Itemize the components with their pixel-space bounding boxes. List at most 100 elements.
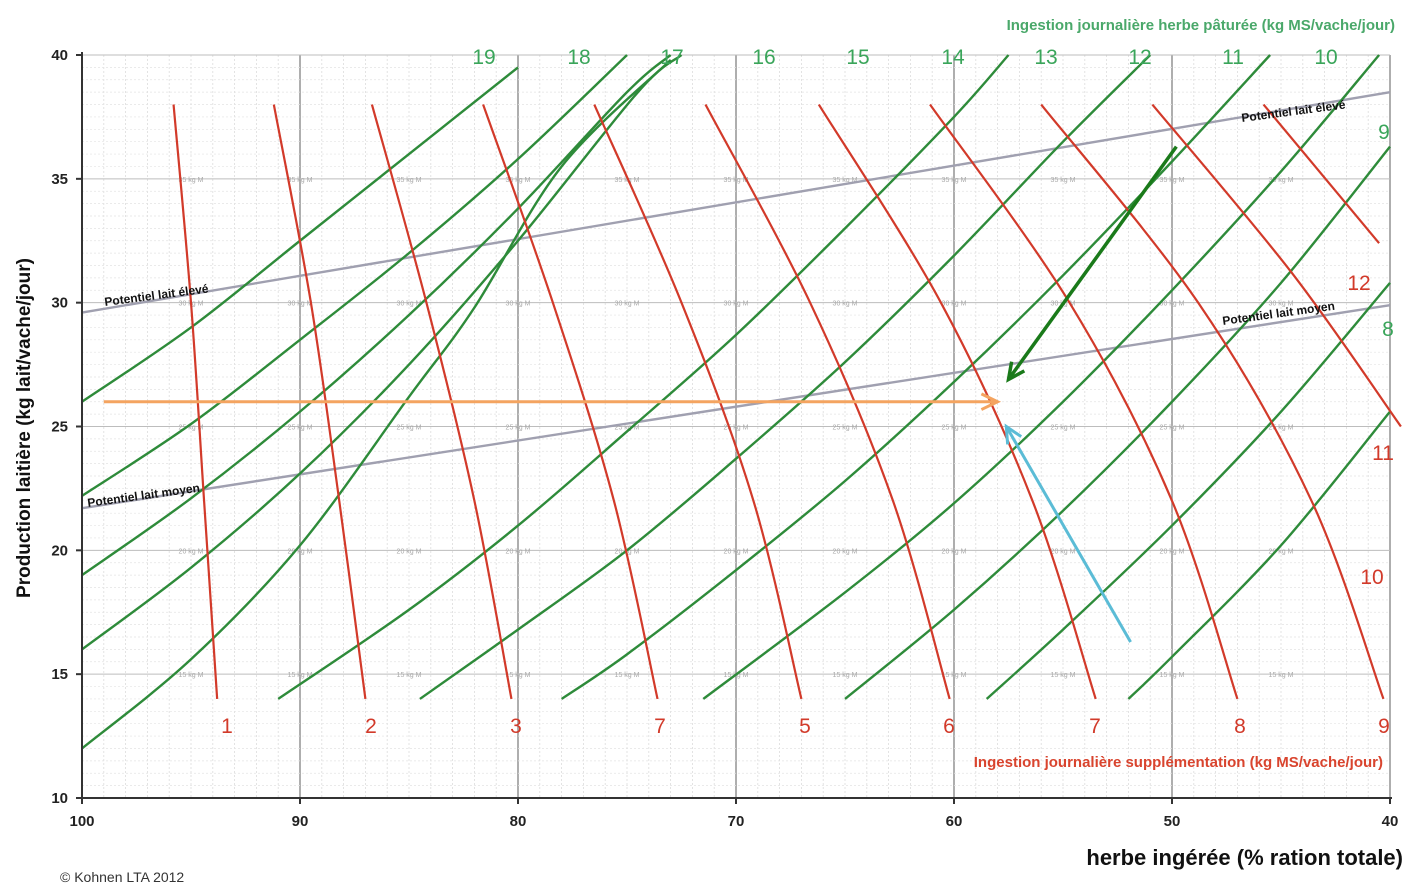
faint-grid-label: 35 kg M	[615, 177, 640, 184]
supplement-curve-label: 7	[1089, 715, 1101, 738]
supplement-curve-label: 2	[365, 715, 377, 738]
faint-grid-label: 25 kg M	[1269, 425, 1294, 432]
grass-curve-11	[702, 54, 1381, 700]
grass-curve-label: 12	[1128, 46, 1151, 69]
faint-grid-label: 35 kg M	[1051, 177, 1076, 184]
bottom-title: Ingestion journalière supplémentation (k…	[974, 754, 1383, 771]
faint-grid-label: 20 kg M	[942, 548, 967, 555]
grass-curve-19	[81, 59, 672, 750]
grass-curve-16	[81, 54, 628, 497]
faint-grid-label: 25 kg M	[397, 425, 422, 432]
faint-grid-label: 30 kg M	[397, 301, 422, 308]
x-tick-label: 40	[1382, 813, 1399, 830]
faint-grid-label: 30 kg M	[942, 301, 967, 308]
faint-grid-label: 15 kg M	[942, 672, 967, 679]
faint-grid-label: 20 kg M	[506, 548, 531, 555]
grass-curve-label: 10	[1314, 46, 1337, 69]
faint-grid-label: 25 kg M	[615, 425, 640, 432]
grass-curve-label: 8	[1382, 318, 1394, 341]
faint-grid-label: 20 kg M	[724, 548, 749, 555]
grass-curve-label: 9	[1378, 121, 1390, 144]
faint-grid-label: 35 kg M	[288, 177, 313, 184]
y-tick-label: 15	[51, 666, 68, 683]
faint-grid-label: 15 kg M	[833, 672, 858, 679]
grass-curve-label: 11	[1222, 46, 1244, 69]
grass-curve-9	[985, 282, 1391, 700]
supplement-curve-label: 12	[1347, 272, 1370, 295]
blue-arrow-shaft	[1005, 425, 1132, 643]
faint-grid-label: 30 kg M	[1160, 301, 1185, 308]
faint-grid-label: 25 kg M	[942, 425, 967, 432]
faint-grid-label: 25 kg M	[724, 425, 749, 432]
faint-grid-label: 30 kg M	[833, 301, 858, 308]
grass-curve-label: 15	[846, 46, 869, 69]
faint-grid-label: 25 kg M	[1160, 425, 1185, 432]
faint-grid-label: 15 kg M	[1051, 672, 1076, 679]
faint-grid-label: 15 kg M	[615, 672, 640, 679]
faint-grid-label: 35 kg M	[179, 177, 204, 184]
faint-grid-label: 25 kg M	[833, 425, 858, 432]
faint-grid-label: 15 kg M	[506, 672, 531, 679]
grass-curve-13	[419, 54, 1152, 700]
faint-grid-label: 30 kg M	[506, 301, 531, 308]
supplement-curve-9	[1040, 103, 1385, 700]
x-tick-label: 90	[292, 813, 309, 830]
faint-grid-label: 20 kg M	[1160, 548, 1185, 555]
arrows	[103, 145, 1178, 643]
faint-grid-label: 30 kg M	[724, 301, 749, 308]
faint-grid-label: 25 kg M	[506, 425, 531, 432]
faint-grid-label: 35 kg M	[506, 177, 531, 184]
x-tick-label: 80	[510, 813, 527, 830]
faint-grid-label: 20 kg M	[833, 548, 858, 555]
grass-curve-label: 16	[752, 46, 775, 69]
faint-grid-labels: 15 kg M 15 kg M 15 kg M 15 kg M 15 kg M 15 kg…	[179, 177, 1294, 679]
supplement-curve-label: 8	[1234, 715, 1246, 738]
copyright: © Kohnen LTA 2012	[60, 869, 184, 885]
faint-grid-label: 30 kg M	[288, 301, 313, 308]
faint-grid-label: 15 kg M	[288, 672, 313, 679]
y-tick-label: 40	[51, 47, 68, 64]
faint-grid-label: 35 kg M	[833, 177, 858, 184]
grass-curve-label: 14	[941, 46, 965, 69]
faint-grid-label: 20 kg M	[288, 548, 313, 555]
y-tick-label: 10	[51, 790, 68, 807]
supplement-curve-label: 1	[221, 715, 233, 738]
potential-line-label: Potentiel lait moyen	[87, 481, 201, 510]
faint-grid-label: 35 kg M	[942, 177, 967, 184]
y-tick-label: 35	[51, 171, 68, 188]
faint-grid-label: 35 kg M	[1160, 177, 1185, 184]
faint-grid-label: 15 kg M	[1269, 672, 1294, 679]
faint-grid-label: 20 kg M	[397, 548, 422, 555]
faint-grid-label: 25 kg M	[1051, 425, 1076, 432]
grass-curve-12	[560, 54, 1271, 700]
supplement-curve-label: 5	[799, 715, 811, 738]
faint-grid-label: 30 kg M	[1269, 301, 1294, 308]
blue-arrow-head	[1004, 423, 1023, 445]
grass-curve-18	[81, 54, 683, 651]
grass-curve-10	[844, 145, 1391, 700]
y-tick-label: 20	[51, 542, 68, 559]
supplement-curve-label: 10	[1360, 566, 1383, 589]
grass-curve-17	[81, 54, 672, 577]
grass-curve-label: 19	[472, 46, 495, 69]
supplement-curve-11	[1262, 103, 1380, 244]
grass-curve-label: 18	[567, 46, 590, 69]
supplement-curve-label: 6	[943, 715, 955, 738]
green-arrow-shaft	[1007, 145, 1178, 381]
supplement-curve-label: 11	[1372, 442, 1394, 465]
supplement-curve-label: 7	[654, 715, 666, 738]
supplement-curve-label: 3	[510, 715, 522, 738]
grass-curve-8	[1127, 410, 1391, 700]
faint-grid-label: 25 kg M	[288, 425, 313, 432]
faint-grid-label: 35 kg M	[397, 177, 422, 184]
supplement-curve-10	[1151, 103, 1402, 428]
x-tick-label: 70	[728, 813, 745, 830]
faint-grid-label: 25 kg M	[179, 425, 204, 432]
faint-grid-label: 35 kg M	[724, 177, 749, 184]
y-axis-label: Production laitière (kg lait/vache/jour)	[14, 258, 35, 598]
green-arrow-head	[1006, 361, 1026, 383]
faint-grid-label: 20 kg M	[179, 548, 204, 555]
grass-curve-label: 17	[660, 46, 683, 69]
